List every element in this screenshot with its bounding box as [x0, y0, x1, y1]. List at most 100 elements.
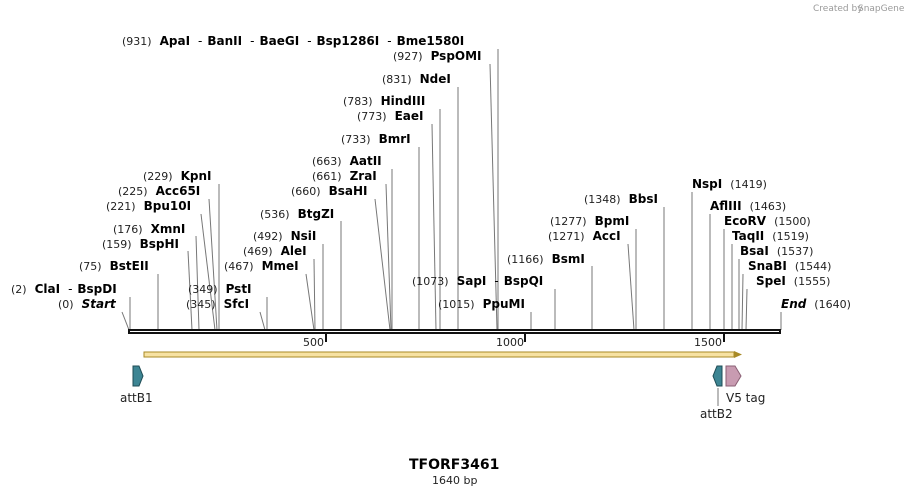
v5-tag-label: V5 tag — [726, 391, 765, 405]
site-position: (1519) — [772, 230, 809, 243]
enzyme-label[interactable]: BsaI — [740, 244, 769, 258]
site-position: (831) — [382, 73, 412, 86]
site-separator: - — [68, 282, 72, 296]
enzyme-label[interactable]: BstEII — [110, 259, 149, 273]
enzyme-label[interactable]: BpmI — [595, 214, 630, 228]
attb2-feature[interactable] — [712, 365, 723, 387]
site-position: (1537) — [777, 245, 814, 258]
credit-text: Created by — [813, 4, 863, 14]
site-position: (345) — [186, 298, 216, 311]
site-position: (469) — [243, 245, 273, 258]
enzyme-label[interactable]: BsaHI — [329, 184, 368, 198]
enzyme-label[interactable]: AatII — [350, 154, 382, 168]
site-position: (0) — [58, 298, 74, 311]
enzyme-label[interactable]: AflIII — [710, 199, 742, 213]
site-separator: - — [307, 34, 311, 48]
enzyme-label[interactable]: Bpu10I — [144, 199, 191, 213]
map-title: TFORF3461 — [409, 457, 499, 473]
site-position: (773) — [357, 110, 387, 123]
enzyme-label[interactable]: Start — [82, 297, 117, 311]
enzyme-label[interactable]: Bme1580I — [397, 34, 465, 48]
site-position: (536) — [260, 208, 290, 221]
enzyme-label[interactable]: BspDI — [77, 282, 116, 296]
site-position: (75) — [79, 260, 102, 273]
map-length: 1640 bp — [432, 474, 477, 487]
site-position: (1544) — [795, 260, 832, 273]
site-position: (229) — [143, 170, 173, 183]
snapgene-logo: SnapGene — [858, 4, 905, 14]
site-position: (733) — [341, 133, 371, 146]
enzyme-label[interactable]: ClaI — [35, 282, 60, 296]
enzyme-label[interactable]: XmnI — [151, 222, 186, 236]
enzyme-label[interactable]: KpnI — [181, 169, 212, 183]
enzyme-label[interactable]: BsmI — [552, 252, 585, 266]
enzyme-label[interactable]: PstI — [226, 282, 252, 296]
site-position: (663) — [312, 155, 342, 168]
site-position: (349) — [188, 283, 218, 296]
enzyme-label[interactable]: HindIII — [381, 94, 426, 108]
ruler: 500 1000 1500 — [303, 334, 725, 349]
enzyme-label[interactable]: ApaI — [160, 34, 190, 48]
enzyme-label[interactable]: ZraI — [350, 169, 377, 183]
site-position: (467) — [224, 260, 254, 273]
enzyme-label[interactable]: SapI — [457, 274, 487, 288]
enzyme-label[interactable]: PspOMI — [431, 49, 482, 63]
enzyme-label[interactable]: BmrI — [379, 132, 411, 146]
site-position: (1073) — [412, 275, 449, 288]
site-position: (931) — [122, 35, 152, 48]
site-position: (2) — [11, 283, 27, 296]
enzyme-label[interactable]: Acc65I — [156, 184, 201, 198]
site-position: (225) — [118, 185, 148, 198]
tick-label-500: 500 — [303, 336, 324, 349]
enzyme-label[interactable]: BspQI — [504, 274, 544, 288]
tick-label-1000: 1000 — [496, 336, 524, 349]
enzyme-label[interactable]: NsiI — [291, 229, 317, 243]
site-separator: - — [387, 34, 391, 48]
leader-lines — [121, 49, 782, 331]
enzyme-label[interactable]: SpeI — [756, 274, 786, 288]
enzyme-label[interactable]: SnaBI — [748, 259, 787, 273]
site-labels: (931) ApaI - BanII - BaeGI - Bsp1286I - Bme1580I(… — [11, 34, 851, 311]
site-position: (927) — [393, 50, 423, 63]
backbone-inner — [130, 331, 779, 332]
site-position: (660) — [291, 185, 321, 198]
enzyme-label[interactable]: BanII — [207, 34, 242, 48]
enzyme-label[interactable]: Bsp1286I — [317, 34, 380, 48]
site-position: (1277) — [550, 215, 587, 228]
enzyme-label[interactable]: PpuMI — [483, 297, 525, 311]
enzyme-label[interactable]: MmeI — [262, 259, 299, 273]
site-separator: - — [198, 34, 202, 48]
enzyme-label[interactable]: BtgZI — [298, 207, 335, 221]
site-position: (1348) — [584, 193, 621, 206]
enzyme-label[interactable]: NspI — [692, 177, 722, 191]
enzyme-label[interactable]: TaqII — [732, 229, 764, 243]
site-position: (1463) — [750, 200, 787, 213]
enzyme-label[interactable]: EcoRV — [724, 214, 767, 228]
site-position: (159) — [102, 238, 132, 251]
site-separator: - — [494, 274, 498, 288]
site-position: (783) — [343, 95, 373, 108]
enzyme-label[interactable]: BbsI — [629, 192, 658, 206]
site-position: (1015) — [438, 298, 475, 311]
site-position: (1419) — [730, 178, 767, 191]
site-position: (1555) — [794, 275, 831, 288]
site-position: (1166) — [507, 253, 544, 266]
attb1-label: attB1 — [120, 391, 153, 405]
site-position: (221) — [106, 200, 136, 213]
enzyme-label[interactable]: End — [781, 297, 807, 311]
orf-arrow[interactable] — [143, 351, 742, 358]
attb2-label: attB2 — [700, 407, 733, 421]
enzyme-label[interactable]: NdeI — [420, 72, 451, 86]
site-position: (492) — [253, 230, 283, 243]
site-separator: - — [250, 34, 254, 48]
enzyme-label[interactable]: BspHI — [140, 237, 179, 251]
v5-tag-feature[interactable] — [725, 365, 742, 387]
attb1-feature[interactable] — [132, 365, 144, 387]
enzyme-label[interactable]: SfcI — [224, 297, 249, 311]
enzyme-label[interactable]: AccI — [593, 229, 621, 243]
site-position: (1271) — [548, 230, 585, 243]
enzyme-label[interactable]: BaeGI — [260, 34, 300, 48]
enzyme-label[interactable]: AleI — [281, 244, 307, 258]
enzyme-label[interactable]: EaeI — [395, 109, 424, 123]
